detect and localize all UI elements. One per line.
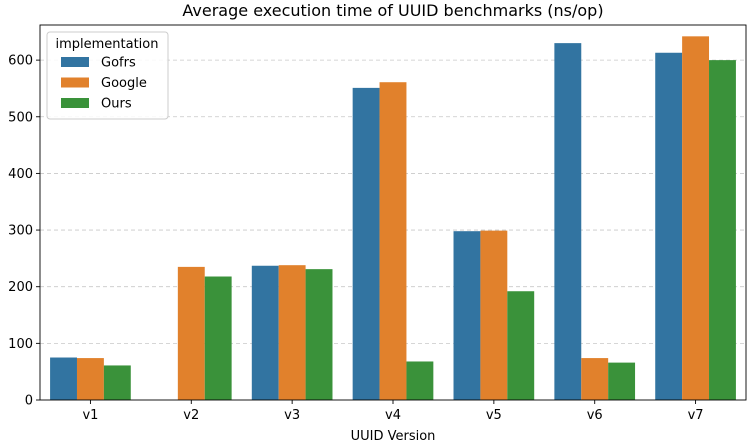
bar-ours-v1 xyxy=(103,365,131,400)
x-axis-label: UUID Version xyxy=(351,429,436,442)
bar-gofrs-v1 xyxy=(50,357,77,400)
bar-google-v3 xyxy=(278,265,306,400)
x-tick-label: v4 xyxy=(385,408,401,423)
bar-google-v1 xyxy=(76,358,104,400)
legend-label-google: Google xyxy=(101,76,147,91)
bar-google-v5 xyxy=(480,230,508,400)
x-tick-label: v1 xyxy=(82,408,98,423)
y-tick-label: 100 xyxy=(8,337,33,352)
bar-gofrs-v6 xyxy=(554,43,582,400)
y-tick-label: 0 xyxy=(25,394,33,409)
bar-gofrs-v3 xyxy=(251,265,279,400)
bar-ours-v7 xyxy=(709,60,736,400)
legend-label-gofrs: Gofrs xyxy=(101,56,136,71)
bar-google-v7 xyxy=(682,36,710,400)
x-axis: v1 v2 v3 v4 v5 v6 v7 xyxy=(82,400,704,423)
legend-box xyxy=(46,31,169,120)
y-tick-label: 200 xyxy=(8,280,33,295)
y-tick-label: 600 xyxy=(8,54,33,69)
bar-ours-v2 xyxy=(204,276,232,400)
bar-ours-v6 xyxy=(608,362,636,400)
bar-gofrs-v5 xyxy=(453,231,481,400)
bar-google-v4 xyxy=(379,82,407,401)
x-tick-label: v5 xyxy=(486,408,502,423)
legend-swatch-ours xyxy=(61,98,89,108)
legend-title: implementation xyxy=(55,37,158,52)
bar-ours-v3 xyxy=(305,269,333,400)
bar-google-v2 xyxy=(177,266,205,400)
bar-ours-v4 xyxy=(406,361,434,400)
legend-label-ours: Ours xyxy=(101,97,132,112)
y-axis: 0 100 200 300 400 500 600 xyxy=(8,54,40,409)
bar-ours-v5 xyxy=(507,291,535,400)
x-tick-label: v2 xyxy=(183,408,199,423)
bar-gofrs-v7 xyxy=(655,52,683,400)
bar-google-v6 xyxy=(581,358,609,400)
y-tick-label: 300 xyxy=(8,224,33,239)
bars xyxy=(50,36,736,401)
y-tick-label: 500 xyxy=(8,110,33,125)
chart-title: Average execution time of UUID benchmark… xyxy=(182,1,603,20)
legend-swatch-gofrs xyxy=(61,57,89,67)
x-tick-label: v3 xyxy=(284,408,300,423)
bar-gofrs-v4 xyxy=(352,87,380,401)
legend-swatch-google xyxy=(61,77,89,88)
y-tick-label: 400 xyxy=(8,167,33,182)
x-tick-label: v6 xyxy=(587,408,603,423)
x-tick-label: v7 xyxy=(688,408,704,423)
legend: implementation Gofrs Google Ours xyxy=(46,31,169,120)
